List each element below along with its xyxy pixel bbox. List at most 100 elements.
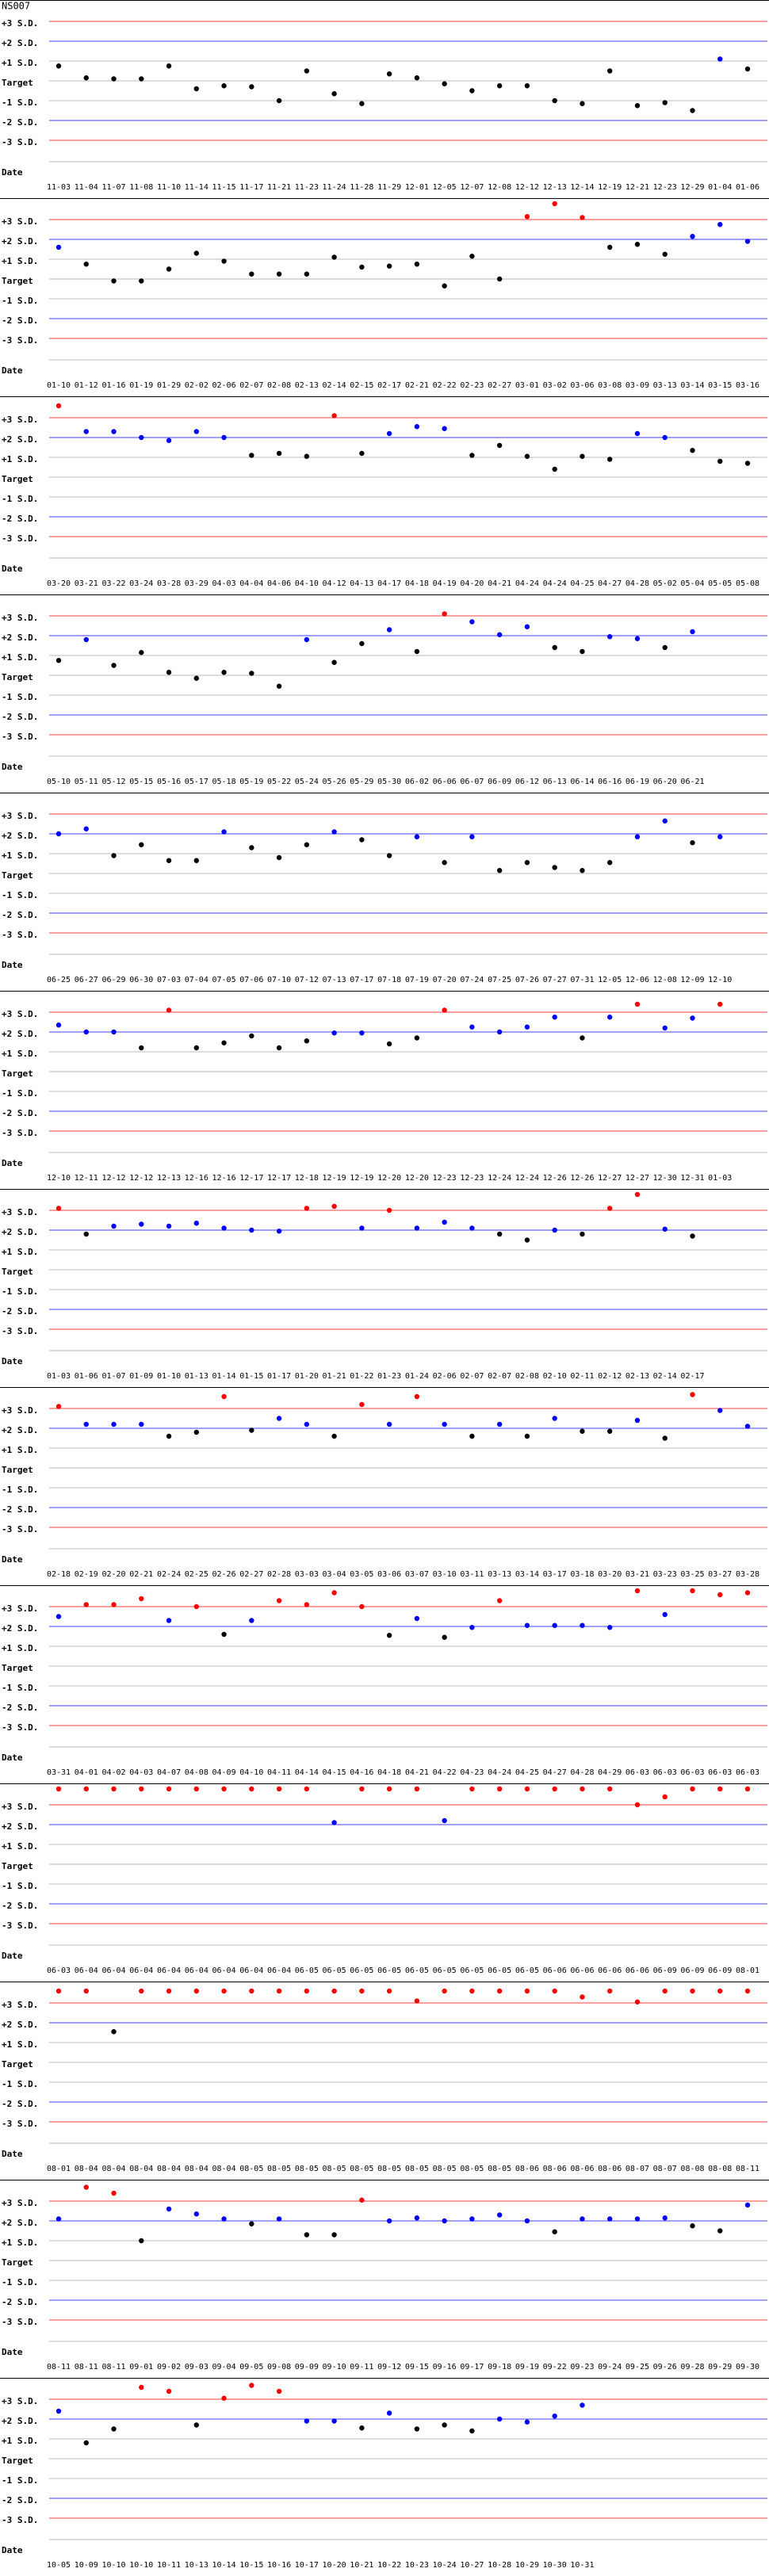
data-point (442, 426, 447, 431)
x-tick-label: 04-27 (598, 579, 622, 588)
x-tick-label: 07-24 (460, 976, 484, 984)
x-tick-label: 02-23 (460, 381, 484, 390)
data-point (580, 2402, 585, 2408)
x-tick-label: 01-04 (708, 183, 732, 192)
data-point (717, 222, 723, 227)
x-tick-label: 04-10 (239, 1768, 263, 1777)
x-tick-label: 08-05 (350, 2165, 373, 2173)
x-tick-label: 09-24 (598, 2363, 622, 2372)
x-tick-label: 06-04 (212, 1966, 236, 1975)
x-tick-label: 01-07 (101, 1372, 125, 1381)
x-tick-label: 01-17 (267, 1372, 291, 1381)
data-point (193, 1988, 199, 1994)
data-point (524, 1786, 530, 1792)
data-point (359, 2197, 365, 2203)
x-tick-label: 12-23 (460, 1174, 484, 1183)
y-tick-label: Target (2, 474, 33, 484)
data-point (442, 1988, 447, 1994)
x-tick-label: 06-14 (570, 778, 594, 786)
x-tick-label: 06-05 (295, 1966, 319, 1975)
x-tick-label: 05-17 (185, 778, 209, 786)
x-axis-label: Date (2, 2545, 23, 2555)
y-tick-label: +3 S.D. (2, 613, 38, 623)
data-point (83, 262, 89, 267)
data-point (221, 2216, 227, 2222)
x-tick-label: 02-12 (598, 1372, 622, 1381)
data-point (386, 1421, 392, 1428)
x-tick-label: 08-07 (653, 2165, 677, 2173)
data-point (386, 430, 392, 437)
data-point (111, 1223, 117, 1229)
x-tick-label: 02-06 (433, 1372, 457, 1381)
data-point (662, 1794, 668, 1800)
x-tick-label: 07-18 (377, 976, 401, 984)
x-tick-label: 02-17 (680, 1372, 704, 1381)
y-tick-label: Target (2, 2257, 33, 2268)
data-point (249, 1033, 254, 1039)
y-tick-label: -2 S.D. (2, 2099, 38, 2109)
data-point (717, 1592, 723, 1598)
data-point (414, 2426, 420, 2432)
data-point (414, 424, 420, 430)
x-tick-label: 09-11 (350, 2363, 373, 2372)
x-tick-label: 01-21 (323, 1372, 346, 1381)
data-point (690, 234, 695, 239)
data-point (524, 1622, 530, 1628)
data-point (386, 1207, 392, 1213)
data-point (193, 250, 199, 256)
x-tick-label: 03-15 (708, 381, 732, 390)
y-tick-label: -2 S.D. (2, 1504, 38, 1515)
data-point (83, 1421, 89, 1428)
data-point (469, 1988, 475, 1994)
x-tick-label: 07-10 (267, 976, 291, 984)
x-tick-label: 02-20 (101, 1570, 125, 1579)
data-point (386, 627, 392, 633)
y-tick-label: Target (2, 1663, 33, 1673)
data-point (469, 88, 475, 94)
y-tick-label: -1 S.D. (2, 890, 38, 900)
x-tick-label: 08-05 (295, 2165, 319, 2173)
x-tick-label: 10-15 (239, 2561, 263, 2570)
data-point (552, 1227, 557, 1233)
data-point (304, 1988, 310, 1994)
x-tick-label: 06-05 (350, 1966, 373, 1975)
x-tick-label: 03-29 (185, 579, 209, 588)
data-point (442, 860, 447, 866)
x-tick-label: 12-26 (570, 1174, 594, 1183)
x-tick-label: 08-06 (598, 2165, 622, 2173)
data-point (524, 1433, 530, 1439)
x-tick-label: 07-25 (488, 976, 511, 984)
data-point (221, 258, 227, 264)
x-tick-label: 03-20 (598, 1570, 622, 1579)
y-tick-label: Target (2, 870, 33, 881)
data-point (331, 659, 337, 665)
x-axis-label: Date (2, 762, 23, 772)
data-point (662, 2215, 668, 2221)
x-tick-label: 06-25 (47, 976, 71, 984)
data-point (304, 1038, 310, 1044)
x-tick-label: 01-10 (47, 381, 71, 390)
data-point (386, 1988, 392, 1994)
x-tick-label: 09-19 (515, 2363, 539, 2372)
x-tick-label: 02-21 (129, 1570, 153, 1579)
data-point (276, 1988, 282, 1994)
x-tick-label: 08-05 (433, 2165, 457, 2173)
data-point (662, 1988, 668, 1994)
data-point (304, 1602, 310, 1607)
x-tick-label: 02-07 (460, 1372, 484, 1381)
data-point (221, 1988, 227, 1994)
data-point (193, 1429, 199, 1435)
y-tick-label: +1 S.D. (2, 1841, 38, 1852)
data-point (111, 2190, 117, 2196)
x-tick-label: 08-01 (736, 1966, 759, 1975)
data-point (496, 1029, 503, 1035)
x-tick-label: 08-11 (47, 2363, 71, 2372)
data-point (166, 670, 172, 675)
x-tick-label: 04-15 (323, 1768, 346, 1777)
y-tick-label: +2 S.D. (2, 831, 38, 841)
x-tick-label: 03-18 (570, 1570, 594, 1579)
x-tick-label: 03-20 (47, 579, 71, 588)
data-point (359, 837, 365, 843)
x-tick-label: 04-28 (626, 579, 649, 588)
